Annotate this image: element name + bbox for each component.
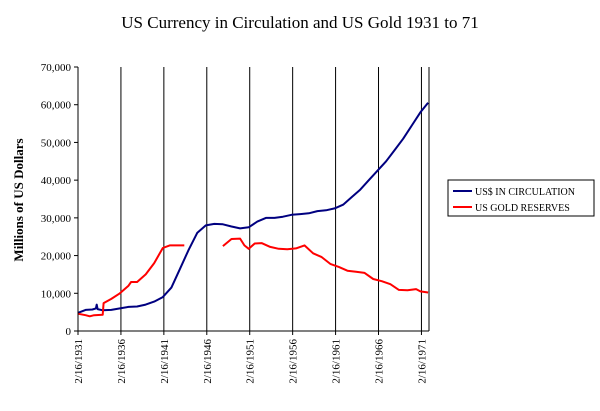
x-tick-label: 2/16/1966 bbox=[374, 339, 386, 384]
x-tick-label: 2/16/1971 bbox=[416, 339, 428, 384]
y-tick-label: 40,000 bbox=[41, 175, 72, 187]
tick-labels: 2/16/1931 2/16/1936 2/16/1941 2/16/1946 2/16… bbox=[41, 62, 429, 384]
x-tick-label: 2/16/1941 bbox=[159, 339, 171, 384]
gold-line-segment-2 bbox=[222, 237, 429, 294]
series-layer bbox=[77, 102, 429, 318]
legend-label-currency: US$ IN CIRCULATION bbox=[475, 187, 575, 198]
x-tick-label: 2/16/1951 bbox=[245, 339, 257, 384]
x-tick-label: 2/16/1931 bbox=[73, 339, 85, 384]
x-tick-label: 2/16/1936 bbox=[116, 339, 128, 384]
x-tick-label: 2/16/1946 bbox=[202, 339, 214, 384]
axes bbox=[74, 66, 430, 335]
x-tick-label: 2/16/1956 bbox=[288, 339, 300, 384]
y-tick-label: 50,000 bbox=[41, 137, 72, 149]
grid bbox=[120, 67, 422, 331]
y-tick-label: 10,000 bbox=[41, 288, 72, 300]
y-tick-label: 60,000 bbox=[41, 100, 72, 112]
currency-line bbox=[77, 102, 429, 314]
y-tick-label: 0 bbox=[66, 326, 72, 338]
legend-label-gold: US GOLD RESERVES bbox=[475, 203, 570, 214]
chart-title: US Currency in Circulation and US Gold 1… bbox=[121, 13, 478, 32]
x-tick-label: 2/16/1961 bbox=[331, 339, 343, 384]
legend-box bbox=[447, 179, 595, 217]
gold-line-segment-1 bbox=[77, 244, 185, 318]
y-axis-label: Millions of US Dollars bbox=[11, 138, 26, 261]
legend: US$ IN CIRCULATION US GOLD RESERVES bbox=[447, 179, 595, 217]
y-tick-label: 30,000 bbox=[41, 213, 72, 225]
y-tick-label: 70,000 bbox=[41, 62, 72, 74]
y-tick-label: 20,000 bbox=[41, 251, 72, 263]
